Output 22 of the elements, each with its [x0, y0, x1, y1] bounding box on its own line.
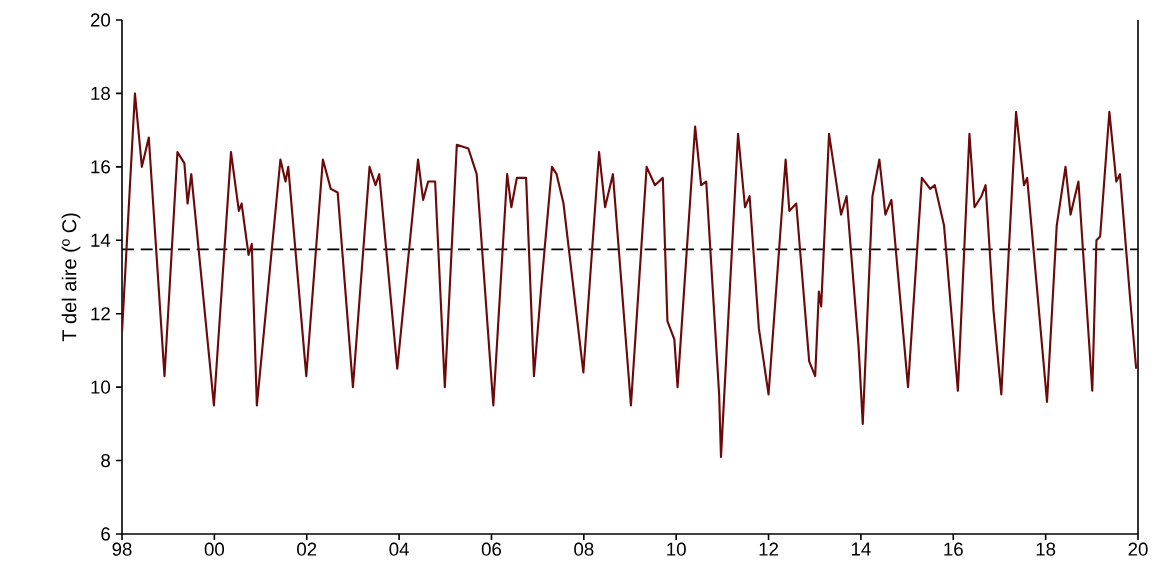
x-tick-label: 00 — [204, 542, 225, 556]
y-axis-title: T del aire (º C) — [61, 213, 81, 342]
y-tick-label: 12 — [91, 307, 110, 321]
x-tick-label: 12 — [759, 542, 778, 556]
y-tick-label: 20 — [90, 13, 111, 27]
x-tick-label: 10 — [667, 542, 686, 556]
y-tick-label: 14 — [91, 233, 111, 247]
x-tick-label: 06 — [481, 542, 502, 556]
x-tick-label: 08 — [574, 542, 594, 556]
x-tick-label: 14 — [851, 542, 871, 556]
x-tick-label: 04 — [389, 542, 409, 556]
y-tick-label: 10 — [91, 380, 111, 394]
y-tick-label: 8 — [101, 453, 110, 468]
x-tick-label: 98 — [112, 542, 132, 556]
x-tick-label: 18 — [1036, 542, 1056, 556]
line-series — [122, 92, 1138, 458]
y-tick-label: 6 — [101, 527, 110, 541]
x-tick-label: 20 — [1128, 542, 1148, 556]
y-tick-label: 16 — [91, 160, 110, 174]
x-tick-label: 16 — [944, 542, 963, 556]
y-tick-label: 18 — [91, 86, 110, 101]
x-tick-label: 02 — [297, 542, 317, 556]
